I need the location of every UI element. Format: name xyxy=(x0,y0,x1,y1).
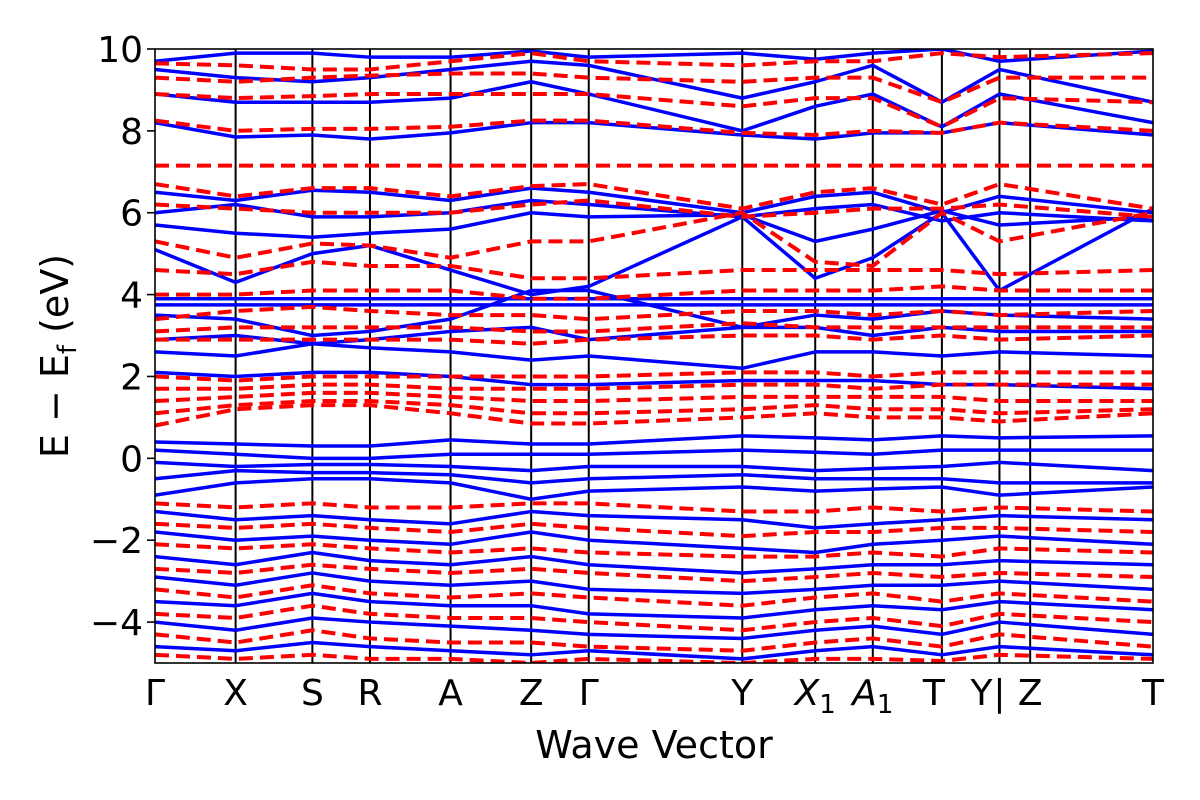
x-tick-label: S xyxy=(301,673,324,714)
x-tick-label: T xyxy=(922,673,946,714)
band-line-solid xyxy=(155,460,1153,473)
band-line-dashed xyxy=(155,521,1153,539)
x-tick-label: R xyxy=(357,673,382,714)
band-line-dashed xyxy=(155,284,1153,301)
y-tick-label: 10 xyxy=(97,30,143,71)
x-tick-label: Γ xyxy=(145,673,165,714)
kpoint-divider-lines xyxy=(234,49,1032,663)
y-axis-label-group: E − Ef (eV) xyxy=(33,254,83,458)
x-tick-label: Y xyxy=(969,673,993,714)
y-tick-label: 8 xyxy=(120,112,143,153)
y-tick-label: 4 xyxy=(120,276,143,317)
band-line-dashed xyxy=(155,562,1153,584)
x-tick-label: X1 xyxy=(793,673,836,720)
y-axis-label: E − Ef (eV) xyxy=(33,254,83,458)
band-line-dashed xyxy=(155,210,1153,268)
x-tick-label: Y xyxy=(730,673,754,714)
x-tick-label: X xyxy=(223,673,248,714)
x-tick-label: | xyxy=(993,673,1005,714)
band-line-solid xyxy=(155,530,1153,555)
x-tick-label-main: T xyxy=(922,673,946,714)
band-line-solid xyxy=(155,640,1153,661)
bands-layer xyxy=(155,49,1153,663)
y-axis-ticks: −4 −2 0 2 4 6 8 10 xyxy=(90,30,155,644)
band-line-dashed xyxy=(155,198,1153,219)
x-tick-label-main: T xyxy=(1141,673,1165,714)
band-line-solid xyxy=(155,616,1153,641)
band-line-dashed xyxy=(155,304,1153,322)
band-line-solid xyxy=(155,207,1153,297)
x-tick-label-main: Y xyxy=(969,673,993,714)
y-axis-label-unit: (eV) xyxy=(33,254,77,345)
band-line-dashed xyxy=(155,51,1153,72)
x-tick-label: A1 xyxy=(850,673,893,720)
band-line-solid xyxy=(155,571,1153,596)
band-line-solid xyxy=(155,434,1153,448)
x-tick-label-main: R xyxy=(357,673,382,714)
x-tick-label-subscript: 1 xyxy=(819,690,836,720)
x-tick-label: Γ xyxy=(579,673,599,714)
band-line-dashed xyxy=(155,652,1153,663)
x-tick-label-main: Γ xyxy=(579,673,599,714)
x-tick-label-main: Z xyxy=(1018,673,1043,714)
band-line-dashed xyxy=(155,321,1153,334)
band-line-solid xyxy=(155,341,1153,371)
y-axis-label-main: E − E xyxy=(33,354,77,458)
band-line-dashed xyxy=(155,501,1153,514)
x-tick-label: Z xyxy=(519,673,544,714)
band-line-solid xyxy=(155,208,1153,244)
band-line-dashed xyxy=(155,92,1153,129)
band-line-dashed xyxy=(155,403,1153,428)
x-tick-label-main: Z xyxy=(519,673,544,714)
y-tick-label: −2 xyxy=(90,521,143,562)
band-line-dashed xyxy=(155,399,1153,416)
band-line-solid xyxy=(155,468,1153,485)
band-line-dashed xyxy=(155,583,1153,608)
x-tick-label-main: X xyxy=(223,673,248,714)
band-line-dashed xyxy=(155,390,1153,404)
x-axis-ticks: Γ X S R A Z Γ Y X1 A1 T Y | Z T xyxy=(145,673,1165,720)
band-line-solid xyxy=(155,477,1153,502)
y-tick-label: 6 xyxy=(120,194,143,235)
band-line-solid xyxy=(155,59,1153,104)
x-tick-label-main: A xyxy=(438,673,463,714)
band-line-dashed xyxy=(155,118,1153,137)
band-line-solid xyxy=(155,198,1153,223)
y-tick-label: 2 xyxy=(120,357,143,398)
band-line-solid xyxy=(155,49,1153,64)
x-tick-label-main: Γ xyxy=(145,673,165,714)
band-line-dashed xyxy=(155,603,1153,633)
x-axis-label: Wave Vector xyxy=(535,723,773,767)
band-line-dashed xyxy=(155,71,1153,105)
x-tick-label-main: A xyxy=(850,673,877,714)
band-line-dashed xyxy=(155,382,1153,391)
band-line-dashed xyxy=(155,182,1153,211)
band-line-solid xyxy=(155,591,1153,620)
y-axis-label-subscript: f xyxy=(53,344,83,354)
band-line-dashed xyxy=(155,370,1153,383)
x-tick-label: A xyxy=(438,673,463,714)
x-tick-label-main: X xyxy=(793,673,821,714)
y-tick-label: −4 xyxy=(90,603,143,644)
x-tick-label-main: | xyxy=(993,673,1005,714)
x-tick-label: T xyxy=(1141,673,1165,714)
band-line-solid xyxy=(155,550,1153,575)
x-tick-label-main: S xyxy=(301,673,324,714)
band-line-dashed xyxy=(155,333,1153,346)
x-tick-label-subscript: 1 xyxy=(877,690,894,720)
band-line-dashed xyxy=(155,542,1153,559)
plot-frame xyxy=(154,48,1154,664)
x-tick-label-main: Y xyxy=(730,673,754,714)
band-line-dashed xyxy=(155,259,1153,281)
band-line-dashed xyxy=(155,628,1153,653)
y-tick-label: 0 xyxy=(120,439,143,480)
band-line-solid xyxy=(155,509,1153,530)
x-tick-label: Z xyxy=(1018,673,1043,714)
band-line-solid xyxy=(155,448,1153,461)
